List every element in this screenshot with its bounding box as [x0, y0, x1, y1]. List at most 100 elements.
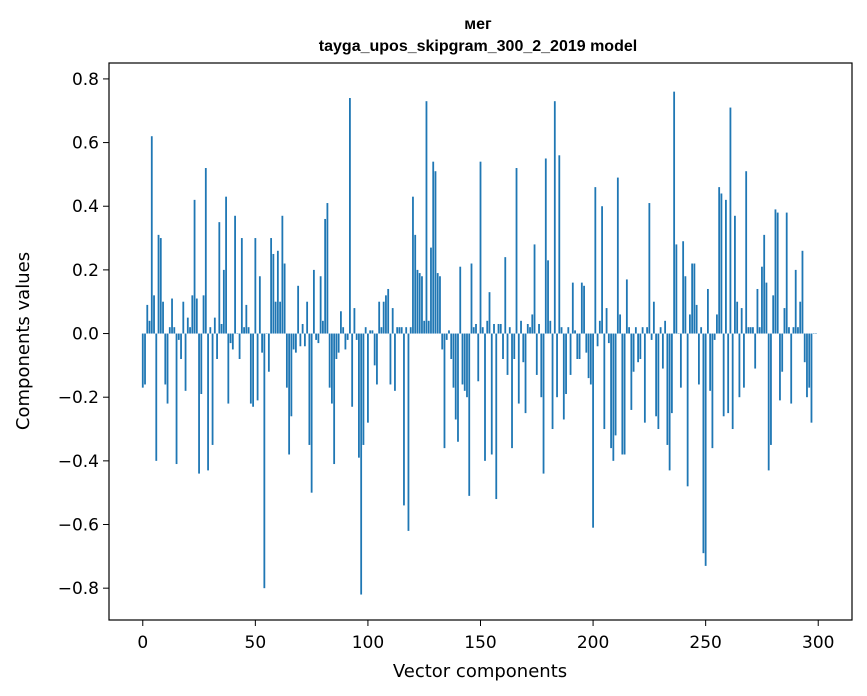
bar — [506, 333, 509, 375]
bar — [691, 263, 694, 334]
bar — [439, 276, 441, 334]
bar — [349, 98, 351, 334]
bar — [141, 333, 144, 388]
bar — [270, 238, 273, 334]
bar — [358, 333, 360, 458]
bar — [387, 288, 390, 334]
bar — [281, 215, 284, 334]
bar — [628, 327, 630, 334]
bar — [650, 333, 653, 340]
bar — [213, 317, 216, 334]
bar — [754, 333, 757, 369]
bar — [675, 244, 678, 334]
bar — [810, 333, 813, 423]
bar — [459, 266, 462, 334]
x-tick-label: 300 — [802, 633, 834, 653]
bar — [403, 333, 405, 506]
bar — [193, 199, 196, 334]
bar — [261, 333, 263, 353]
bar — [452, 333, 455, 388]
bar — [540, 333, 543, 398]
bar — [486, 320, 489, 334]
bar — [256, 333, 259, 401]
bar — [772, 295, 775, 334]
bar — [391, 308, 394, 334]
bar — [477, 333, 480, 382]
bar — [441, 333, 444, 350]
bar — [589, 333, 592, 385]
bar — [279, 301, 282, 334]
bar — [448, 330, 450, 334]
bar — [475, 323, 477, 334]
bar — [556, 333, 558, 398]
bar — [301, 323, 304, 334]
bar — [785, 212, 788, 334]
bar — [376, 333, 378, 385]
bar — [770, 333, 772, 445]
bar — [652, 301, 655, 334]
bar — [308, 333, 311, 445]
y-tick-label: 0.8 — [72, 70, 99, 90]
bar — [382, 301, 385, 334]
plot-frame — [108, 62, 853, 621]
bar — [263, 333, 266, 589]
y-tick-label: −0.2 — [58, 388, 99, 408]
bar — [614, 333, 617, 436]
bar — [405, 327, 408, 334]
bar — [731, 333, 734, 430]
bar — [657, 333, 660, 430]
bar — [396, 327, 399, 334]
bar — [249, 333, 252, 404]
bar — [340, 311, 342, 334]
bar — [468, 333, 471, 496]
bar — [450, 333, 453, 359]
x-tick-label: 0 — [137, 633, 148, 653]
bar — [218, 222, 221, 334]
bar — [294, 333, 297, 353]
bar — [673, 91, 676, 334]
bar — [416, 269, 419, 334]
bar — [736, 301, 739, 334]
bar — [661, 333, 664, 369]
bar — [227, 333, 230, 404]
bar — [531, 314, 534, 334]
bar — [155, 333, 158, 461]
bar — [425, 101, 428, 334]
bar — [574, 330, 576, 334]
bar — [353, 308, 356, 334]
bar — [479, 161, 482, 334]
bar — [186, 317, 189, 334]
bar — [560, 327, 563, 334]
bar — [727, 333, 730, 414]
bar — [567, 327, 570, 334]
x-tick-label: 150 — [464, 633, 496, 653]
bar — [195, 298, 198, 334]
bar — [412, 196, 414, 334]
bar — [153, 295, 155, 334]
bar — [463, 333, 466, 391]
bar — [749, 327, 752, 334]
bar — [565, 333, 567, 395]
bar — [434, 171, 437, 334]
bar — [549, 320, 552, 334]
bar — [569, 333, 572, 375]
bar — [367, 333, 369, 423]
bar — [774, 209, 777, 334]
bar — [747, 327, 750, 334]
bar — [580, 282, 583, 334]
bar — [693, 263, 696, 334]
bar — [180, 333, 182, 359]
bar — [562, 333, 565, 420]
bar — [781, 333, 784, 372]
y-axis-ticks: −0.8 −0.6 −0.4 −0.2 0.0 0.2 0.4 0.6 0.8 — [58, 70, 109, 599]
bar — [171, 298, 173, 334]
bar — [319, 276, 322, 334]
bar — [499, 323, 502, 334]
bar — [497, 323, 500, 334]
bar — [427, 320, 430, 334]
bar — [198, 333, 200, 474]
bar — [792, 327, 795, 334]
bar — [234, 215, 236, 334]
bar — [445, 333, 448, 340]
bar — [702, 333, 705, 554]
